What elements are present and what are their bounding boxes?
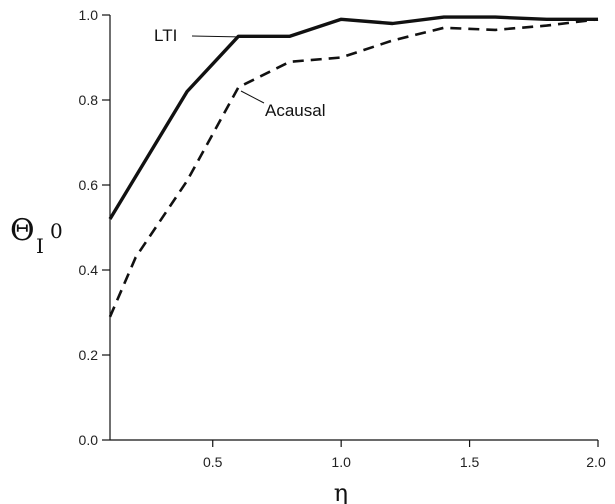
y-tick-label: 0.2 [79, 347, 99, 363]
series-lines [108, 15, 599, 318]
x-tick-label: 0.5 [203, 454, 223, 470]
ticks: 0.0 0.2 0.4 0.6 0.8 1.0 0.5 1.0 1.5 2.0 [79, 7, 606, 470]
svg-text:I: I [36, 234, 44, 258]
axes [109, 15, 598, 441]
y-tick-label: 1.0 [79, 7, 99, 23]
y-tick-label: 0.6 [79, 177, 99, 193]
x-tick-label: 1.5 [460, 454, 480, 470]
series-label-lti: LTI [154, 26, 177, 45]
series-line-lti [108, 15, 598, 220]
y-tick-label: 0.4 [79, 262, 99, 278]
svg-text:Θ: Θ [10, 213, 35, 248]
y-axis-label: Θ I 0 [10, 213, 63, 258]
series-leader-acausal [240, 90, 265, 104]
series-line-acausal [108, 18, 599, 318]
series-leader-lti [191, 35, 245, 38]
y-tick-label: 0.8 [79, 92, 99, 108]
y-tick-label: 0.0 [79, 432, 99, 448]
svg-text:0: 0 [50, 219, 63, 243]
series-label-acausal: Acausal [265, 101, 325, 120]
x-tick-label: 1.0 [331, 454, 351, 470]
x-axis-label: η [334, 479, 348, 504]
x-tick-label: 2.0 [586, 454, 606, 470]
